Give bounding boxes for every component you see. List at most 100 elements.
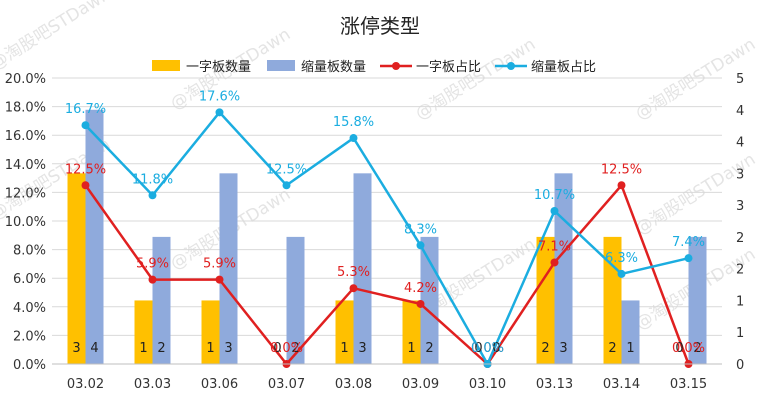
bar (201, 300, 220, 364)
red-data-label: 0.0% (270, 341, 303, 356)
bar (85, 109, 104, 365)
bar-count-label: 3 (559, 341, 567, 356)
left-axis-tick-label: 4.0% (13, 301, 46, 316)
blue-data-label: 12.5% (266, 162, 307, 177)
bar-count-label: 3 (224, 341, 232, 356)
red-data-label: 7.1% (538, 239, 571, 254)
bar-count-label: 0 (492, 341, 500, 356)
red-data-label: 0.0% (672, 341, 705, 356)
bars-layer (67, 109, 707, 365)
bar-count-label: 4 (90, 341, 98, 356)
x-axis-tick-label: 03.06 (201, 377, 238, 392)
watermark-text: @淘股吧STDawn (0, 0, 114, 74)
bar-count-label: 3 (358, 341, 366, 356)
x-axis-tick-label: 03.07 (268, 377, 305, 392)
right-axis-tick-label: 5 (736, 72, 744, 87)
bar-count-label: 2 (608, 341, 616, 356)
blue-data-label: 8.3% (404, 222, 437, 237)
lines-layer (81, 108, 693, 368)
left-axis-tick-label: 2.0% (13, 329, 46, 344)
watermark-text: @淘股吧STDawn (412, 34, 539, 124)
line-point (81, 121, 90, 130)
left-axis-tick-label: 10.0% (5, 215, 46, 230)
red-data-label: 5.9% (203, 257, 236, 272)
left-axis-tick-label: 12.0% (5, 186, 46, 201)
line-point (416, 299, 425, 308)
right-axis-tick-label: 3 (736, 167, 744, 182)
red-data-label: 5.3% (337, 265, 370, 280)
right-axis-tick-label: 4 (736, 136, 744, 151)
bar (621, 300, 640, 364)
bar-count-label: 3 (72, 341, 80, 356)
bar (67, 173, 86, 364)
bar-count-label: 1 (407, 341, 415, 356)
x-axis-tick-label: 03.02 (67, 377, 104, 392)
x-axis-tick-label: 03.15 (670, 377, 707, 392)
line-point (215, 108, 224, 117)
line-point (148, 191, 157, 200)
x-axis-tick-label: 03.14 (603, 377, 640, 392)
legend-label: 一字板占比 (416, 60, 481, 75)
axes-layer: 0.0%2.0%4.0%6.0%8.0%10.0%12.0%14.0%16.0%… (5, 72, 745, 392)
bar-count-label: 2 (541, 341, 549, 356)
line-point (349, 134, 358, 143)
legend-label: 一字板数量 (186, 60, 251, 75)
legend-label: 缩量板数量 (301, 59, 366, 75)
x-axis-tick-label: 03.08 (335, 377, 372, 392)
x-axis-tick-label: 03.03 (134, 377, 171, 392)
line-point (148, 275, 157, 284)
blue-data-label: 6.3% (605, 251, 638, 266)
bar-count-label: 1 (206, 341, 214, 356)
bar-count-label: 0 (273, 341, 281, 356)
bar-count-label: 0 (675, 341, 683, 356)
blue-data-label: 11.8% (132, 172, 173, 187)
line-point (684, 254, 693, 263)
line-point (215, 275, 224, 284)
bar-count-label: 1 (626, 341, 634, 356)
bar-count-label: 2 (291, 341, 299, 356)
bar (554, 173, 573, 364)
right-axis-tick-label: 4 (736, 104, 744, 119)
blue-data-label: 15.8% (333, 115, 374, 130)
red-data-label: 12.5% (601, 162, 642, 177)
bar (219, 173, 238, 364)
right-axis-tick-label: 1 (736, 326, 744, 341)
bar (286, 236, 305, 364)
left-axis-tick-label: 16.0% (5, 129, 46, 144)
right-axis-tick-label: 2 (736, 231, 744, 246)
blue-data-label: 10.7% (534, 188, 575, 203)
line-point (617, 181, 626, 190)
bar-count-label: 1 (340, 341, 348, 356)
data-labels-layer: 3 1 1 0 1 1 0 2 2 04 2 3 2 3 2 0 3 1 212.5%5.9% 5.9%0.0%5.3… (65, 89, 705, 356)
legend-swatch (267, 60, 295, 71)
bar-count-label: 2 (693, 341, 701, 356)
left-axis-tick-label: 14.0% (5, 158, 46, 173)
line-point (81, 181, 90, 190)
bar (688, 236, 707, 364)
left-axis-tick-label: 6.0% (13, 272, 46, 287)
line-point (617, 269, 626, 278)
blue-data-label: 17.6% (199, 89, 240, 104)
legend-swatch (152, 60, 180, 71)
watermark-text: @淘股吧STDawn (632, 149, 759, 239)
left-axis-tick-label: 8.0% (13, 244, 46, 259)
bar (134, 300, 153, 364)
bar-count-label: 2 (157, 341, 165, 356)
red-data-label: 4.2% (404, 281, 437, 296)
line-point (416, 241, 425, 250)
blue-data-label: 7.4% (672, 235, 705, 250)
bar (402, 300, 421, 364)
bar (353, 173, 372, 364)
series-line (84, 182, 690, 366)
red-data-label: 5.9% (136, 257, 169, 272)
bar-count-label: 0 (474, 341, 482, 356)
right-axis-tick-label: 2 (736, 263, 744, 278)
right-axis-tick-label: 3 (736, 199, 744, 214)
bar-count-label: 1 (139, 341, 147, 356)
legend-swatch-dot (507, 62, 515, 70)
x-axis-tick-label: 03.09 (402, 377, 439, 392)
blue-data-label: 16.7% (65, 102, 106, 117)
bar (335, 300, 354, 364)
